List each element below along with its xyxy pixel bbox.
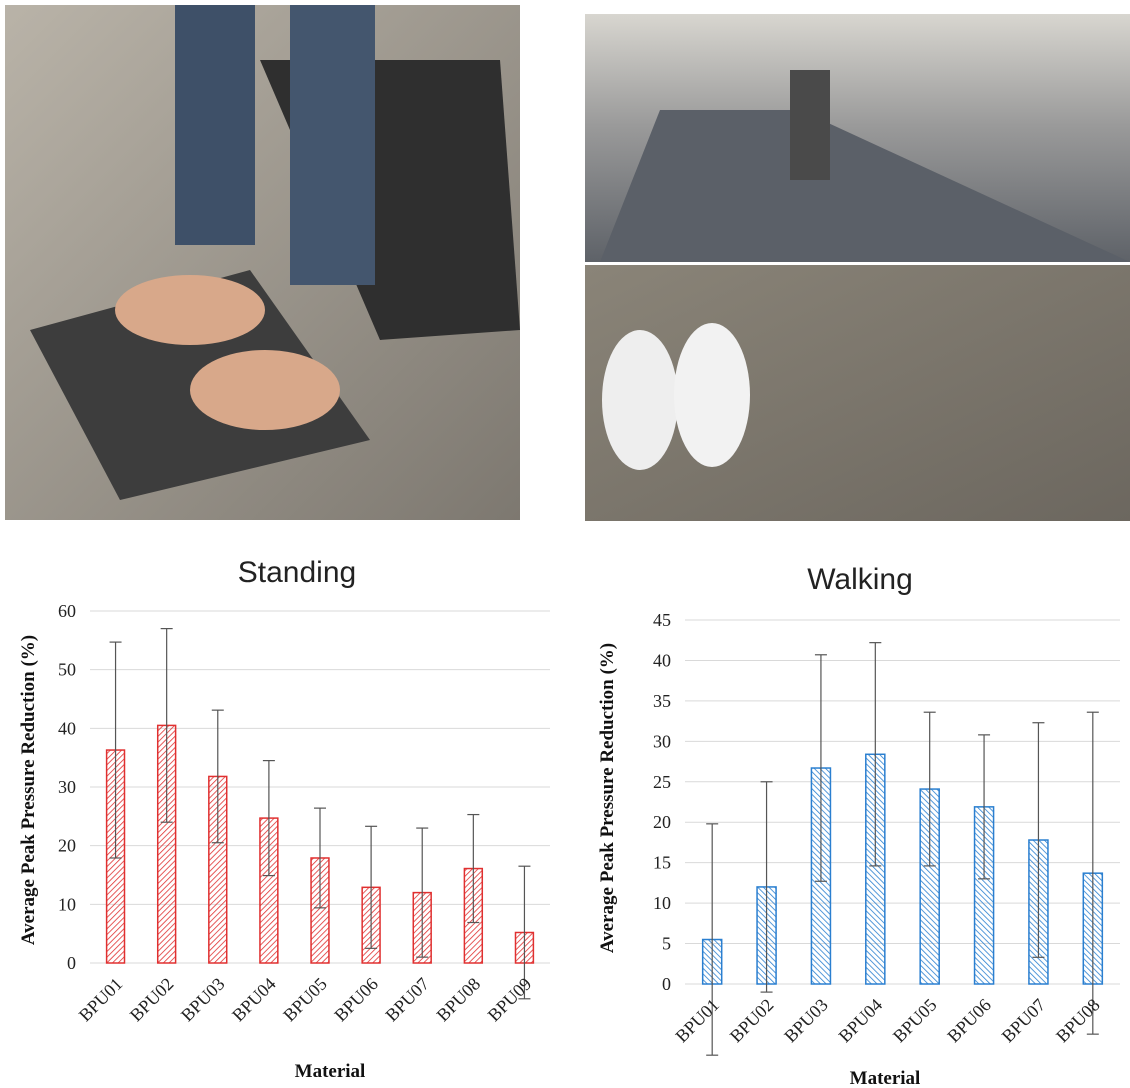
error-bar [467, 813, 480, 924]
x-tick-label: BPU02 [126, 974, 178, 1026]
y-tick-label: 0 [662, 974, 671, 994]
y-tick-label: 50 [58, 660, 76, 680]
x-tick-label: BPU09 [484, 974, 536, 1026]
y-tick-label: 60 [58, 601, 76, 621]
x-tick-label: BPU05 [279, 974, 331, 1026]
y-tick-label: 40 [58, 718, 76, 738]
x-tick-label: BPU05 [889, 995, 941, 1047]
y-tick-label: 30 [653, 731, 671, 751]
error-bar [365, 825, 378, 949]
error-bar [814, 654, 827, 882]
photo-walkway [585, 14, 1130, 262]
error-bar [978, 734, 991, 880]
error-bar [1086, 711, 1099, 1035]
x-tick-label: BPU04 [228, 974, 280, 1026]
x-tick-label: BPU08 [433, 974, 485, 1026]
x-tick-label: BPU03 [780, 995, 832, 1047]
error-bar [211, 709, 224, 844]
y-axis-label: Average Peak Pressure Reduction (%) [18, 635, 39, 945]
x-tick-label: BPU07 [998, 995, 1050, 1047]
y-tick-label: 20 [653, 812, 671, 832]
y-tick-label: 5 [662, 934, 671, 954]
y-tick-label: 30 [58, 777, 76, 797]
y-tick-label: 45 [653, 610, 671, 630]
x-tick-label: BPU03 [177, 974, 229, 1026]
error-bar [869, 642, 882, 867]
x-tick-label: BPU04 [835, 995, 887, 1047]
chart-title: Walking [807, 563, 913, 596]
error-bar [923, 711, 936, 867]
x-tick-label: BPU06 [330, 974, 382, 1026]
y-tick-label: 40 [653, 650, 671, 670]
error-bar [314, 807, 326, 909]
error-bar [160, 627, 173, 823]
x-axis-label: Material [295, 1061, 366, 1082]
y-tick-label: 15 [653, 853, 671, 873]
x-axis-label: Material [850, 1068, 921, 1088]
y-tick-label: 35 [653, 691, 671, 711]
x-tick-label: BPU07 [381, 974, 433, 1026]
error-bar [760, 781, 773, 993]
error-bar [1032, 722, 1045, 958]
x-tick-label: BPU01 [75, 974, 127, 1026]
chart-title: Standing [238, 556, 356, 589]
y-axis-label: Average Peak Pressure Reduction (%) [597, 643, 618, 953]
x-tick-label: BPU08 [1052, 995, 1104, 1047]
error-bar [416, 827, 429, 958]
error-bar [262, 759, 275, 877]
photo-standing [5, 5, 520, 520]
x-tick-label: BPU01 [671, 995, 723, 1047]
error-bar [109, 641, 122, 859]
y-tick-label: 0 [67, 953, 76, 973]
y-tick-label: 20 [58, 836, 76, 856]
y-tick-label: 10 [653, 893, 671, 913]
x-tick-label: BPU02 [726, 995, 778, 1047]
x-tick-label: BPU06 [943, 995, 995, 1047]
photo-insoles [585, 265, 1130, 521]
error-bar [518, 865, 531, 1000]
y-tick-label: 10 [58, 894, 76, 914]
error-bar [706, 823, 719, 1056]
y-tick-label: 25 [653, 772, 671, 792]
